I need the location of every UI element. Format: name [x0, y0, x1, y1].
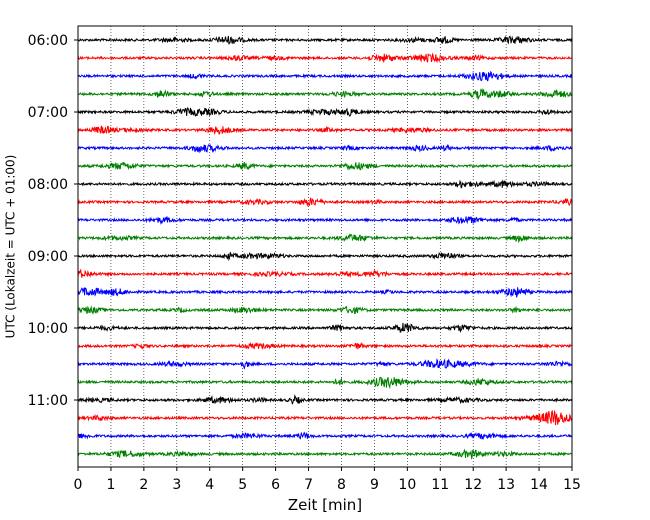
- trace-line: [77, 87, 573, 101]
- trace-line: [77, 358, 573, 370]
- x-tick-label: 6: [271, 477, 280, 493]
- trace-line: [77, 394, 573, 405]
- trace-line: [77, 341, 573, 350]
- trace-line: [77, 305, 573, 315]
- trace-line: [77, 215, 573, 226]
- trace-line: [77, 35, 573, 45]
- x-tick-label: 0: [74, 477, 83, 493]
- x-tick-label: 14: [530, 477, 548, 493]
- x-tick-label: 7: [304, 477, 313, 493]
- trace-line: [77, 287, 573, 299]
- seismic-traces: [77, 35, 573, 460]
- trace-line: [77, 233, 573, 244]
- trace-line: [77, 322, 573, 333]
- x-tick-label: 12: [464, 477, 482, 493]
- x-tick-label: 1: [106, 477, 115, 493]
- trace-line: [77, 143, 573, 154]
- trace-line: [77, 197, 573, 207]
- trace-line: [77, 251, 573, 262]
- x-axis-label: Zeit [min]: [288, 496, 362, 514]
- x-tick-label: 3: [172, 477, 181, 493]
- plot-frame: [77, 25, 573, 468]
- x-tick-label: 10: [398, 477, 416, 493]
- trace-line: [77, 376, 573, 390]
- trace-line: [77, 448, 573, 460]
- y-tick-label: 08:00: [28, 177, 68, 193]
- trace-line: [77, 268, 573, 278]
- y-tick-label: 10:00: [28, 321, 68, 337]
- trace-line: [77, 431, 573, 440]
- trace-line: [77, 106, 573, 117]
- trace-line: [77, 125, 573, 136]
- x-tick-label: 9: [370, 477, 379, 493]
- trace-line: [77, 161, 573, 171]
- y-tick-label: 07:00: [28, 105, 68, 121]
- x-axis-ticks: 0 1 2 3 4 5 6 7 8 9 10 11 12 13 14 15: [74, 467, 581, 493]
- y-axis-ticks: 06:00 07:00 08:00 09:00 10:00 11:00: [28, 33, 78, 409]
- trace-line: [77, 52, 573, 64]
- trace-line: [77, 70, 573, 82]
- x-tick-label: 5: [238, 477, 247, 493]
- y-tick-label: 11:00: [28, 393, 68, 409]
- y-tick-label: 09:00: [28, 249, 68, 265]
- y-tick-label: 06:00: [28, 33, 68, 49]
- y-axis-label: UTC (Lokalzeit = UTC + 01:00): [4, 155, 18, 339]
- trace-line: [77, 179, 573, 189]
- trace-line: [77, 409, 573, 426]
- x-tick-label: 2: [139, 477, 148, 493]
- x-tick-label: 15: [563, 477, 581, 493]
- x-tick-label: 11: [431, 477, 449, 493]
- x-tick-label: 4: [205, 477, 214, 493]
- x-tick-label: 13: [497, 477, 515, 493]
- x-tick-label: 8: [337, 477, 346, 493]
